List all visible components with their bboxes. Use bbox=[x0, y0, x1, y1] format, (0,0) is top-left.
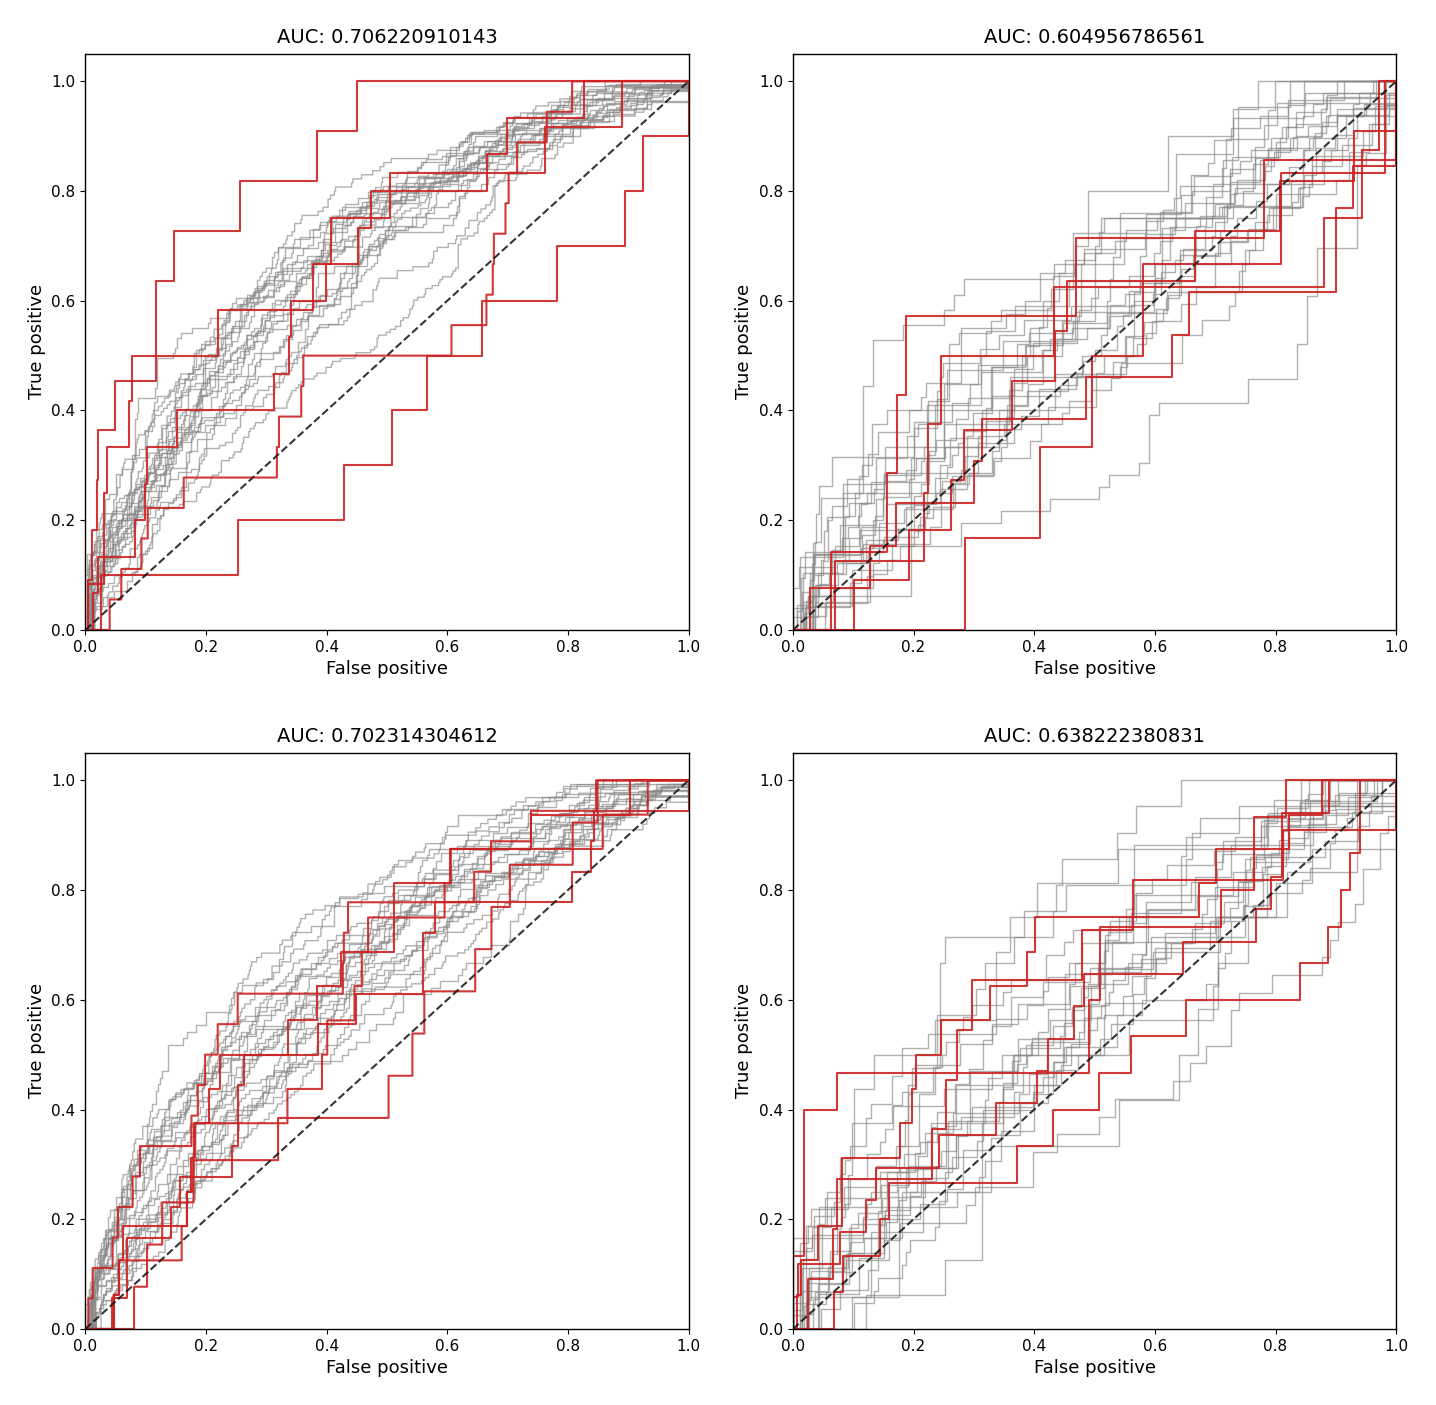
Title: AUC: 0.702314304612: AUC: 0.702314304612 bbox=[277, 726, 497, 746]
Y-axis label: True positive: True positive bbox=[735, 983, 754, 1099]
Y-axis label: True positive: True positive bbox=[27, 284, 46, 399]
Title: AUC: 0.604956786561: AUC: 0.604956786561 bbox=[984, 28, 1205, 46]
X-axis label: False positive: False positive bbox=[1034, 660, 1156, 679]
X-axis label: False positive: False positive bbox=[326, 1359, 448, 1377]
Y-axis label: True positive: True positive bbox=[735, 284, 754, 399]
X-axis label: False positive: False positive bbox=[326, 660, 448, 679]
X-axis label: False positive: False positive bbox=[1034, 1359, 1156, 1377]
Title: AUC: 0.706220910143: AUC: 0.706220910143 bbox=[277, 28, 497, 46]
Y-axis label: True positive: True positive bbox=[27, 983, 46, 1099]
Title: AUC: 0.638222380831: AUC: 0.638222380831 bbox=[984, 726, 1205, 746]
